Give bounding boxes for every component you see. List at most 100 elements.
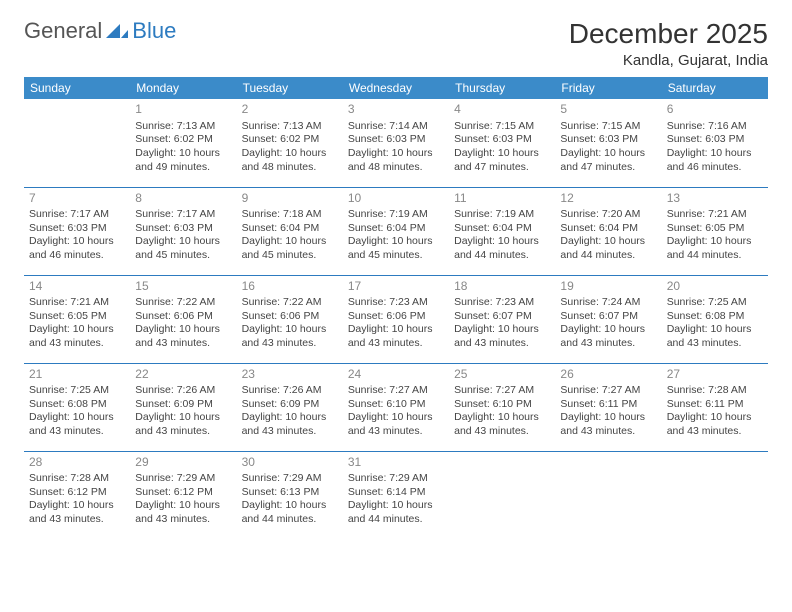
- sunrise-text: Sunrise: 7:26 AM: [135, 384, 231, 398]
- calendar-cell: 20Sunrise: 7:25 AMSunset: 6:08 PMDayligh…: [662, 275, 768, 363]
- day-number: 28: [29, 455, 125, 471]
- weekday-header: Sunday: [24, 77, 130, 99]
- calendar-cell: 16Sunrise: 7:22 AMSunset: 6:06 PMDayligh…: [237, 275, 343, 363]
- daylight-text: Daylight: 10 hours and 48 minutes.: [242, 147, 338, 174]
- calendar-cell: 5Sunrise: 7:15 AMSunset: 6:03 PMDaylight…: [555, 99, 661, 187]
- day-number: 9: [242, 191, 338, 207]
- sunrise-text: Sunrise: 7:27 AM: [348, 384, 444, 398]
- calendar-cell: 17Sunrise: 7:23 AMSunset: 6:06 PMDayligh…: [343, 275, 449, 363]
- calendar-cell: 4Sunrise: 7:15 AMSunset: 6:03 PMDaylight…: [449, 99, 555, 187]
- calendar-cell: 3Sunrise: 7:14 AMSunset: 6:03 PMDaylight…: [343, 99, 449, 187]
- sunset-text: Sunset: 6:03 PM: [667, 133, 763, 147]
- sunset-text: Sunset: 6:12 PM: [29, 486, 125, 500]
- logo-word1: General: [24, 18, 102, 44]
- sunrise-text: Sunrise: 7:20 AM: [560, 208, 656, 222]
- calendar-cell: 31Sunrise: 7:29 AMSunset: 6:14 PMDayligh…: [343, 451, 449, 539]
- daylight-text: Daylight: 10 hours and 44 minutes.: [667, 235, 763, 262]
- sunset-text: Sunset: 6:03 PM: [135, 222, 231, 236]
- sunrise-text: Sunrise: 7:28 AM: [667, 384, 763, 398]
- day-number: 24: [348, 367, 444, 383]
- sunset-text: Sunset: 6:06 PM: [242, 310, 338, 324]
- header: General Blue December 2025 Kandla, Gujar…: [24, 18, 768, 69]
- sunrise-text: Sunrise: 7:26 AM: [242, 384, 338, 398]
- calendar-cell: 14Sunrise: 7:21 AMSunset: 6:05 PMDayligh…: [24, 275, 130, 363]
- sunset-text: Sunset: 6:11 PM: [667, 398, 763, 412]
- daylight-text: Daylight: 10 hours and 43 minutes.: [560, 411, 656, 438]
- day-number: 19: [560, 279, 656, 295]
- calendar-cell: 30Sunrise: 7:29 AMSunset: 6:13 PMDayligh…: [237, 451, 343, 539]
- day-number: 30: [242, 455, 338, 471]
- calendar-cell: 2Sunrise: 7:13 AMSunset: 6:02 PMDaylight…: [237, 99, 343, 187]
- sunrise-text: Sunrise: 7:27 AM: [454, 384, 550, 398]
- daylight-text: Daylight: 10 hours and 43 minutes.: [667, 411, 763, 438]
- calendar-cell: 19Sunrise: 7:24 AMSunset: 6:07 PMDayligh…: [555, 275, 661, 363]
- day-number: 13: [667, 191, 763, 207]
- sunset-text: Sunset: 6:08 PM: [29, 398, 125, 412]
- calendar-row: 1Sunrise: 7:13 AMSunset: 6:02 PMDaylight…: [24, 99, 768, 187]
- calendar-cell: 22Sunrise: 7:26 AMSunset: 6:09 PMDayligh…: [130, 363, 236, 451]
- day-number: 20: [667, 279, 763, 295]
- day-number: 8: [135, 191, 231, 207]
- calendar-cell: 10Sunrise: 7:19 AMSunset: 6:04 PMDayligh…: [343, 187, 449, 275]
- calendar-row: 21Sunrise: 7:25 AMSunset: 6:08 PMDayligh…: [24, 363, 768, 451]
- daylight-text: Daylight: 10 hours and 43 minutes.: [135, 499, 231, 526]
- day-number: 1: [135, 102, 231, 118]
- sunrise-text: Sunrise: 7:19 AM: [348, 208, 444, 222]
- sunrise-text: Sunrise: 7:29 AM: [242, 472, 338, 486]
- sunset-text: Sunset: 6:03 PM: [348, 133, 444, 147]
- sunset-text: Sunset: 6:04 PM: [454, 222, 550, 236]
- sunset-text: Sunset: 6:10 PM: [454, 398, 550, 412]
- sunset-text: Sunset: 6:09 PM: [135, 398, 231, 412]
- daylight-text: Daylight: 10 hours and 45 minutes.: [135, 235, 231, 262]
- day-number: 25: [454, 367, 550, 383]
- weekday-header: Tuesday: [237, 77, 343, 99]
- sunrise-text: Sunrise: 7:25 AM: [667, 296, 763, 310]
- day-number: 11: [454, 191, 550, 207]
- daylight-text: Daylight: 10 hours and 49 minutes.: [135, 147, 231, 174]
- sunrise-text: Sunrise: 7:29 AM: [135, 472, 231, 486]
- calendar-cell: 23Sunrise: 7:26 AMSunset: 6:09 PMDayligh…: [237, 363, 343, 451]
- calendar-cell: 11Sunrise: 7:19 AMSunset: 6:04 PMDayligh…: [449, 187, 555, 275]
- sunset-text: Sunset: 6:05 PM: [667, 222, 763, 236]
- sunset-text: Sunset: 6:04 PM: [560, 222, 656, 236]
- sunrise-text: Sunrise: 7:22 AM: [135, 296, 231, 310]
- daylight-text: Daylight: 10 hours and 44 minutes.: [560, 235, 656, 262]
- daylight-text: Daylight: 10 hours and 48 minutes.: [348, 147, 444, 174]
- calendar-cell: 7Sunrise: 7:17 AMSunset: 6:03 PMDaylight…: [24, 187, 130, 275]
- calendar-cell: 27Sunrise: 7:28 AMSunset: 6:11 PMDayligh…: [662, 363, 768, 451]
- day-number: 15: [135, 279, 231, 295]
- day-number: 26: [560, 367, 656, 383]
- sunrise-text: Sunrise: 7:17 AM: [135, 208, 231, 222]
- day-number: 27: [667, 367, 763, 383]
- sunrise-text: Sunrise: 7:19 AM: [454, 208, 550, 222]
- sunset-text: Sunset: 6:03 PM: [29, 222, 125, 236]
- sunrise-text: Sunrise: 7:18 AM: [242, 208, 338, 222]
- daylight-text: Daylight: 10 hours and 43 minutes.: [348, 411, 444, 438]
- sunset-text: Sunset: 6:02 PM: [135, 133, 231, 147]
- sunset-text: Sunset: 6:04 PM: [242, 222, 338, 236]
- calendar-cell: 15Sunrise: 7:22 AMSunset: 6:06 PMDayligh…: [130, 275, 236, 363]
- daylight-text: Daylight: 10 hours and 47 minutes.: [560, 147, 656, 174]
- daylight-text: Daylight: 10 hours and 44 minutes.: [348, 499, 444, 526]
- sunset-text: Sunset: 6:09 PM: [242, 398, 338, 412]
- day-number: 10: [348, 191, 444, 207]
- sunset-text: Sunset: 6:02 PM: [242, 133, 338, 147]
- calendar-cell: [555, 451, 661, 539]
- daylight-text: Daylight: 10 hours and 43 minutes.: [242, 323, 338, 350]
- daylight-text: Daylight: 10 hours and 43 minutes.: [135, 411, 231, 438]
- calendar-cell: 28Sunrise: 7:28 AMSunset: 6:12 PMDayligh…: [24, 451, 130, 539]
- title-block: December 2025 Kandla, Gujarat, India: [569, 18, 768, 69]
- calendar-cell: 25Sunrise: 7:27 AMSunset: 6:10 PMDayligh…: [449, 363, 555, 451]
- daylight-text: Daylight: 10 hours and 43 minutes.: [454, 323, 550, 350]
- weekday-header: Saturday: [662, 77, 768, 99]
- calendar-cell: 18Sunrise: 7:23 AMSunset: 6:07 PMDayligh…: [449, 275, 555, 363]
- daylight-text: Daylight: 10 hours and 45 minutes.: [348, 235, 444, 262]
- day-number: 29: [135, 455, 231, 471]
- day-number: 31: [348, 455, 444, 471]
- calendar-cell: 24Sunrise: 7:27 AMSunset: 6:10 PMDayligh…: [343, 363, 449, 451]
- day-number: 6: [667, 102, 763, 118]
- daylight-text: Daylight: 10 hours and 44 minutes.: [242, 499, 338, 526]
- sunset-text: Sunset: 6:07 PM: [454, 310, 550, 324]
- calendar-cell: 29Sunrise: 7:29 AMSunset: 6:12 PMDayligh…: [130, 451, 236, 539]
- daylight-text: Daylight: 10 hours and 46 minutes.: [667, 147, 763, 174]
